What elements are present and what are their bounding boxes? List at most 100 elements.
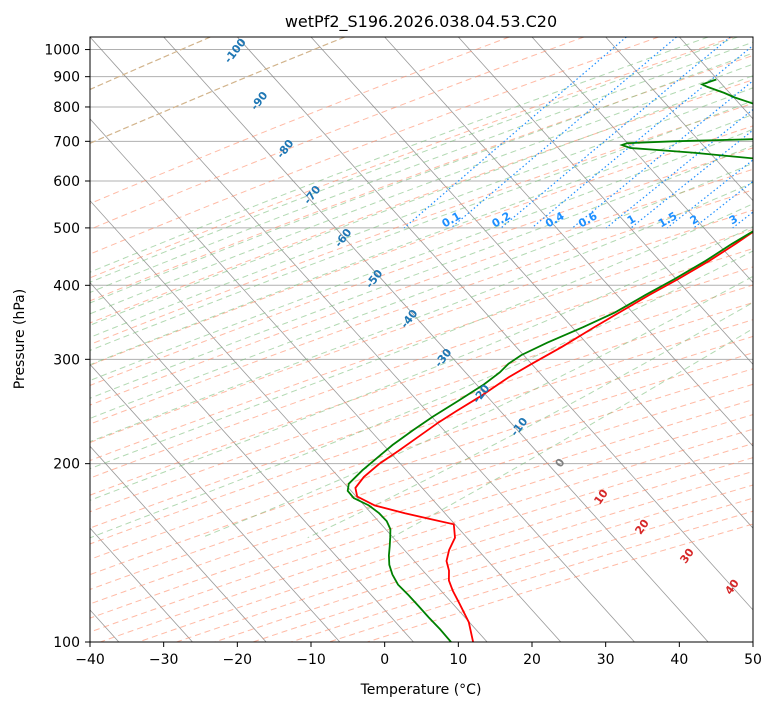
isotherm-lines [90, 37, 753, 642]
y-tick-label: 600 [53, 174, 80, 190]
dewpoint-series-line [346, 78, 753, 642]
dry-adiabat-line [367, 523, 753, 642]
dry-adiabat-label: -20 [470, 382, 493, 406]
moist-adiabat-line [90, 162, 753, 419]
y-tick-label: 800 [53, 100, 80, 116]
moist-adiabat-line [90, 203, 753, 470]
x-tick-label: 10 [449, 652, 467, 668]
dry-adiabat-line [90, 37, 510, 205]
mixing-ratio-line [605, 108, 753, 229]
y-tick-label: 700 [53, 134, 80, 150]
mixing-ratio-label: 0.4 [543, 209, 567, 230]
isotherm-line [605, 37, 753, 202]
isotherm-line [458, 37, 753, 366]
moist-adiabat-line [90, 128, 753, 382]
x-axis-label: Temperature (°C) [360, 682, 482, 698]
dry-adiabat-label: -40 [398, 307, 421, 331]
y-axis-label: Pressure (hPa) [12, 289, 28, 389]
dry-adiabat-line [90, 37, 734, 279]
x-tick-label: 20 [523, 652, 541, 668]
mixing-ratio-label: 3 [727, 212, 740, 227]
y-tick-label: 300 [53, 352, 80, 368]
moist-adiabat-lines [90, 37, 753, 539]
moist-adiabat-line [90, 63, 753, 315]
moist-adiabat-line [90, 182, 753, 443]
mixing-ratio-line [531, 44, 753, 229]
dry-adiabat-line [90, 37, 585, 230]
isotherm-line [90, 281, 414, 642]
mixing-ratio-label: 1.5 [656, 209, 679, 230]
isotherm-line [90, 363, 341, 642]
y-tick-label: 100 [53, 635, 80, 651]
moist-adiabat-label: 30 [677, 546, 697, 566]
y-tick-label: 1000 [44, 43, 80, 59]
moist-adiabat-line [90, 37, 709, 273]
x-tick-label: −20 [223, 652, 253, 668]
moist-adiabat-line [90, 100, 753, 352]
moist-adiabat-line [391, 328, 753, 539]
isotherm-line [90, 118, 562, 642]
tan-curve [90, 37, 346, 144]
dry-adiabat-line [90, 102, 753, 346]
moist-adiabat-line [90, 75, 753, 326]
dry-adiabat-label: -50 [363, 267, 386, 291]
x-tick-label: −30 [149, 652, 179, 668]
dry-adiabat-line [214, 470, 753, 642]
mixing-ratio-label: 4 [756, 212, 769, 227]
y-tick-label: 200 [53, 457, 80, 473]
isotherm-line [237, 37, 753, 611]
moist-adiabat-line [90, 144, 753, 399]
mixing-ratio-line [572, 80, 753, 229]
plot-frame [89, 36, 754, 643]
isotherm-line [384, 37, 753, 447]
dry-adiabat-line [100, 428, 753, 642]
dry-adiabat-line [176, 457, 753, 642]
moist-adiabat-line [90, 250, 753, 539]
plot-area: -100-90-80-70-60-50-40-30-20-100.1 0.2 0.4… [90, 37, 775, 642]
isotherm-line [163, 37, 709, 642]
isotherm-line [310, 37, 753, 529]
dry-adiabat-line [90, 414, 753, 633]
x-tick-label: 40 [670, 652, 688, 668]
dry-adiabat-line [138, 442, 753, 642]
moist-adiabat-line [90, 113, 753, 366]
dry-adiabat-label: -90 [248, 89, 271, 113]
tan-curve [90, 37, 211, 91]
mixing-ratio-label: 1 [625, 212, 638, 227]
moist-adiabat-line [90, 226, 753, 501]
dry-adiabat-line [90, 319, 753, 545]
x-tick-label: −40 [75, 652, 105, 668]
dry-adiabat-line [90, 399, 753, 619]
mixing-ratio-line [500, 37, 731, 229]
axes: −40 −30 −20 −10 0 10 20 30 40 50 100 200 300 400 500 60… [44, 43, 762, 668]
x-tick-label: −10 [296, 652, 326, 668]
mixing-ratio-line [732, 211, 753, 229]
x-tick-label: 0 [380, 652, 389, 668]
moist-adiabat-line [307, 301, 753, 539]
x-tick-label: 50 [744, 652, 762, 668]
dry-adiabat-line [90, 335, 753, 560]
mixing-ratio-label: 0.2 [490, 209, 513, 230]
isotherm-line [90, 445, 267, 642]
chart-title: wetPf2_S196.2026.038.04.53.C20 [285, 12, 557, 32]
mixing-ratio-line [666, 159, 753, 229]
dry-adiabat-line [328, 510, 753, 642]
tan-curves [90, 37, 346, 144]
moist-adiabat-label: 10 [591, 487, 611, 507]
mixing-ratio-line [761, 37, 775, 228]
dry-adiabat-line [90, 302, 753, 529]
mixing-ratio-lines [403, 37, 775, 229]
moist-adiabat-line [90, 52, 753, 304]
mixing-ratio-label: 0.6 [576, 209, 600, 230]
y-tick-label: 500 [53, 221, 80, 237]
isotherm-line [90, 37, 635, 642]
isotherm-line [752, 37, 753, 38]
mixing-ratio-label: 0.1 [440, 209, 463, 230]
dry-adiabat-line [252, 484, 753, 642]
dry-adiabat-label: -80 [274, 137, 297, 161]
x-tick-label: 30 [597, 652, 615, 668]
dry-adiabat-line [90, 125, 753, 366]
mixing-ratio-label: 2 [688, 212, 701, 227]
dry-adiabat-lines [90, 37, 753, 642]
